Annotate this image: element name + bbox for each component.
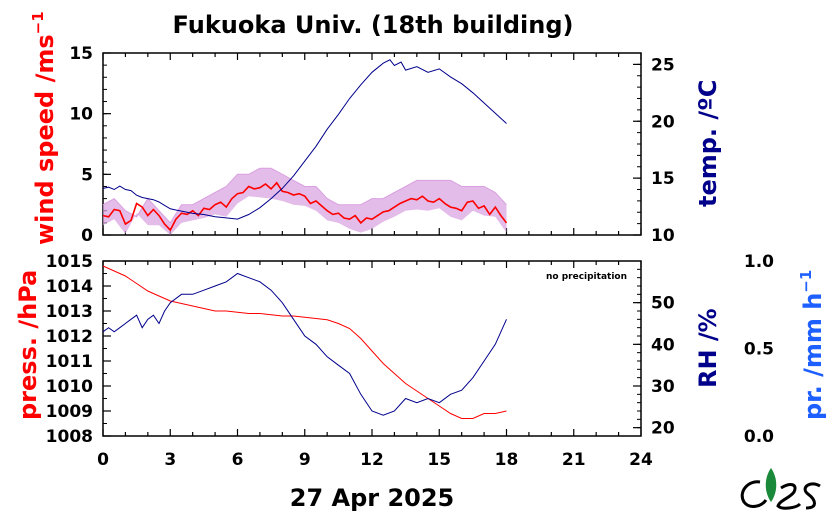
- temp-tick-labels: 10 15 20 25: [651, 55, 675, 246]
- institution-logo: [740, 468, 821, 510]
- temp-tick-label: 10: [651, 226, 675, 246]
- bottom-panel-ticks: [102, 260, 642, 437]
- hour-tick-label: 6: [232, 450, 244, 470]
- wind-gust-line: [102, 167, 507, 224]
- top-panel-series: [102, 59, 508, 235]
- press-tick-label: 1010: [46, 377, 93, 397]
- press-tick-label: 1014: [46, 277, 93, 297]
- pressure-axis-label: press. /hPa: [14, 270, 42, 420]
- logo-script-c: [740, 480, 768, 508]
- press-tick-label: 1013: [46, 302, 93, 322]
- chart-title: Fukuoka Univ. (18th building): [173, 11, 574, 39]
- wind-speed-axis-label: wind speed /ms−1: [29, 11, 59, 245]
- wind-tick-label: 0: [81, 226, 93, 246]
- hour-tick-label: 12: [360, 450, 384, 470]
- hour-tick-label: 15: [427, 450, 451, 470]
- hour-tick-labels: 0 3 6 9 12 15 18 21 24: [97, 450, 653, 470]
- rh-tick-label: 50: [651, 294, 675, 314]
- date-label: 27 Apr 2025: [290, 484, 455, 512]
- wind-gust-band: [103, 168, 507, 235]
- precip-tick-labels: 0.0 0.5 1.0: [744, 252, 774, 447]
- hour-tick-label: 18: [495, 450, 519, 470]
- humidity-line: [102, 272, 507, 416]
- precip-tick-label: 0.0: [744, 427, 774, 447]
- precip-axis-label: pr. /mm h−1: [797, 270, 827, 420]
- hour-tick-label: 21: [562, 450, 586, 470]
- rh-tick-label: 30: [651, 377, 675, 397]
- hour-tick-label: 9: [299, 450, 311, 470]
- wind-speed-line: [102, 181, 508, 232]
- precip-tick-label: 1.0: [744, 252, 774, 272]
- press-tick-label: 1012: [46, 327, 93, 347]
- pressure-tick-labels: 1008 1009 1010 1011 1012 1013 1014 1015: [46, 252, 93, 447]
- wind-speed-tick-labels: 0 5 10 15: [69, 44, 93, 246]
- hour-tick-label: 3: [164, 450, 176, 470]
- bottom-panel-frame: [102, 260, 642, 437]
- wind-tick-label: 5: [81, 165, 93, 185]
- hour-tick-label: 24: [629, 450, 653, 470]
- wind-tick-label: 15: [69, 44, 93, 64]
- rh-tick-labels: 20 30 40 50: [651, 294, 675, 439]
- no-precipitation-note: no precipitation: [546, 272, 627, 282]
- temp-tick-label: 20: [651, 112, 675, 132]
- bottom-panel-series: [102, 265, 507, 419]
- rh-axis-label: RH /%: [694, 308, 722, 388]
- wind-tick-label: 10: [69, 105, 93, 125]
- temperature-line: [102, 59, 507, 220]
- hour-tick-label: 0: [97, 450, 109, 470]
- logo-leaf: [765, 468, 777, 502]
- rh-tick-label: 20: [651, 419, 675, 439]
- press-tick-label: 1015: [46, 252, 93, 272]
- temp-axis-label: temp. /ºC: [694, 80, 722, 207]
- precip-tick-label: 0.5: [744, 340, 774, 360]
- temp-tick-label: 25: [651, 55, 675, 75]
- logo-script-e: [776, 483, 802, 510]
- pressure-line: [102, 265, 507, 419]
- press-tick-label: 1008: [46, 427, 93, 447]
- rh-tick-label: 40: [651, 335, 675, 355]
- temp-tick-label: 15: [651, 169, 675, 189]
- logo-script-s: [803, 482, 821, 510]
- press-tick-label: 1009: [46, 402, 93, 422]
- press-tick-label: 1011: [46, 352, 93, 372]
- top-panel: 0 5 10 15 10 15 20 25 wind speed /ms−1 temp. /…: [29, 11, 722, 246]
